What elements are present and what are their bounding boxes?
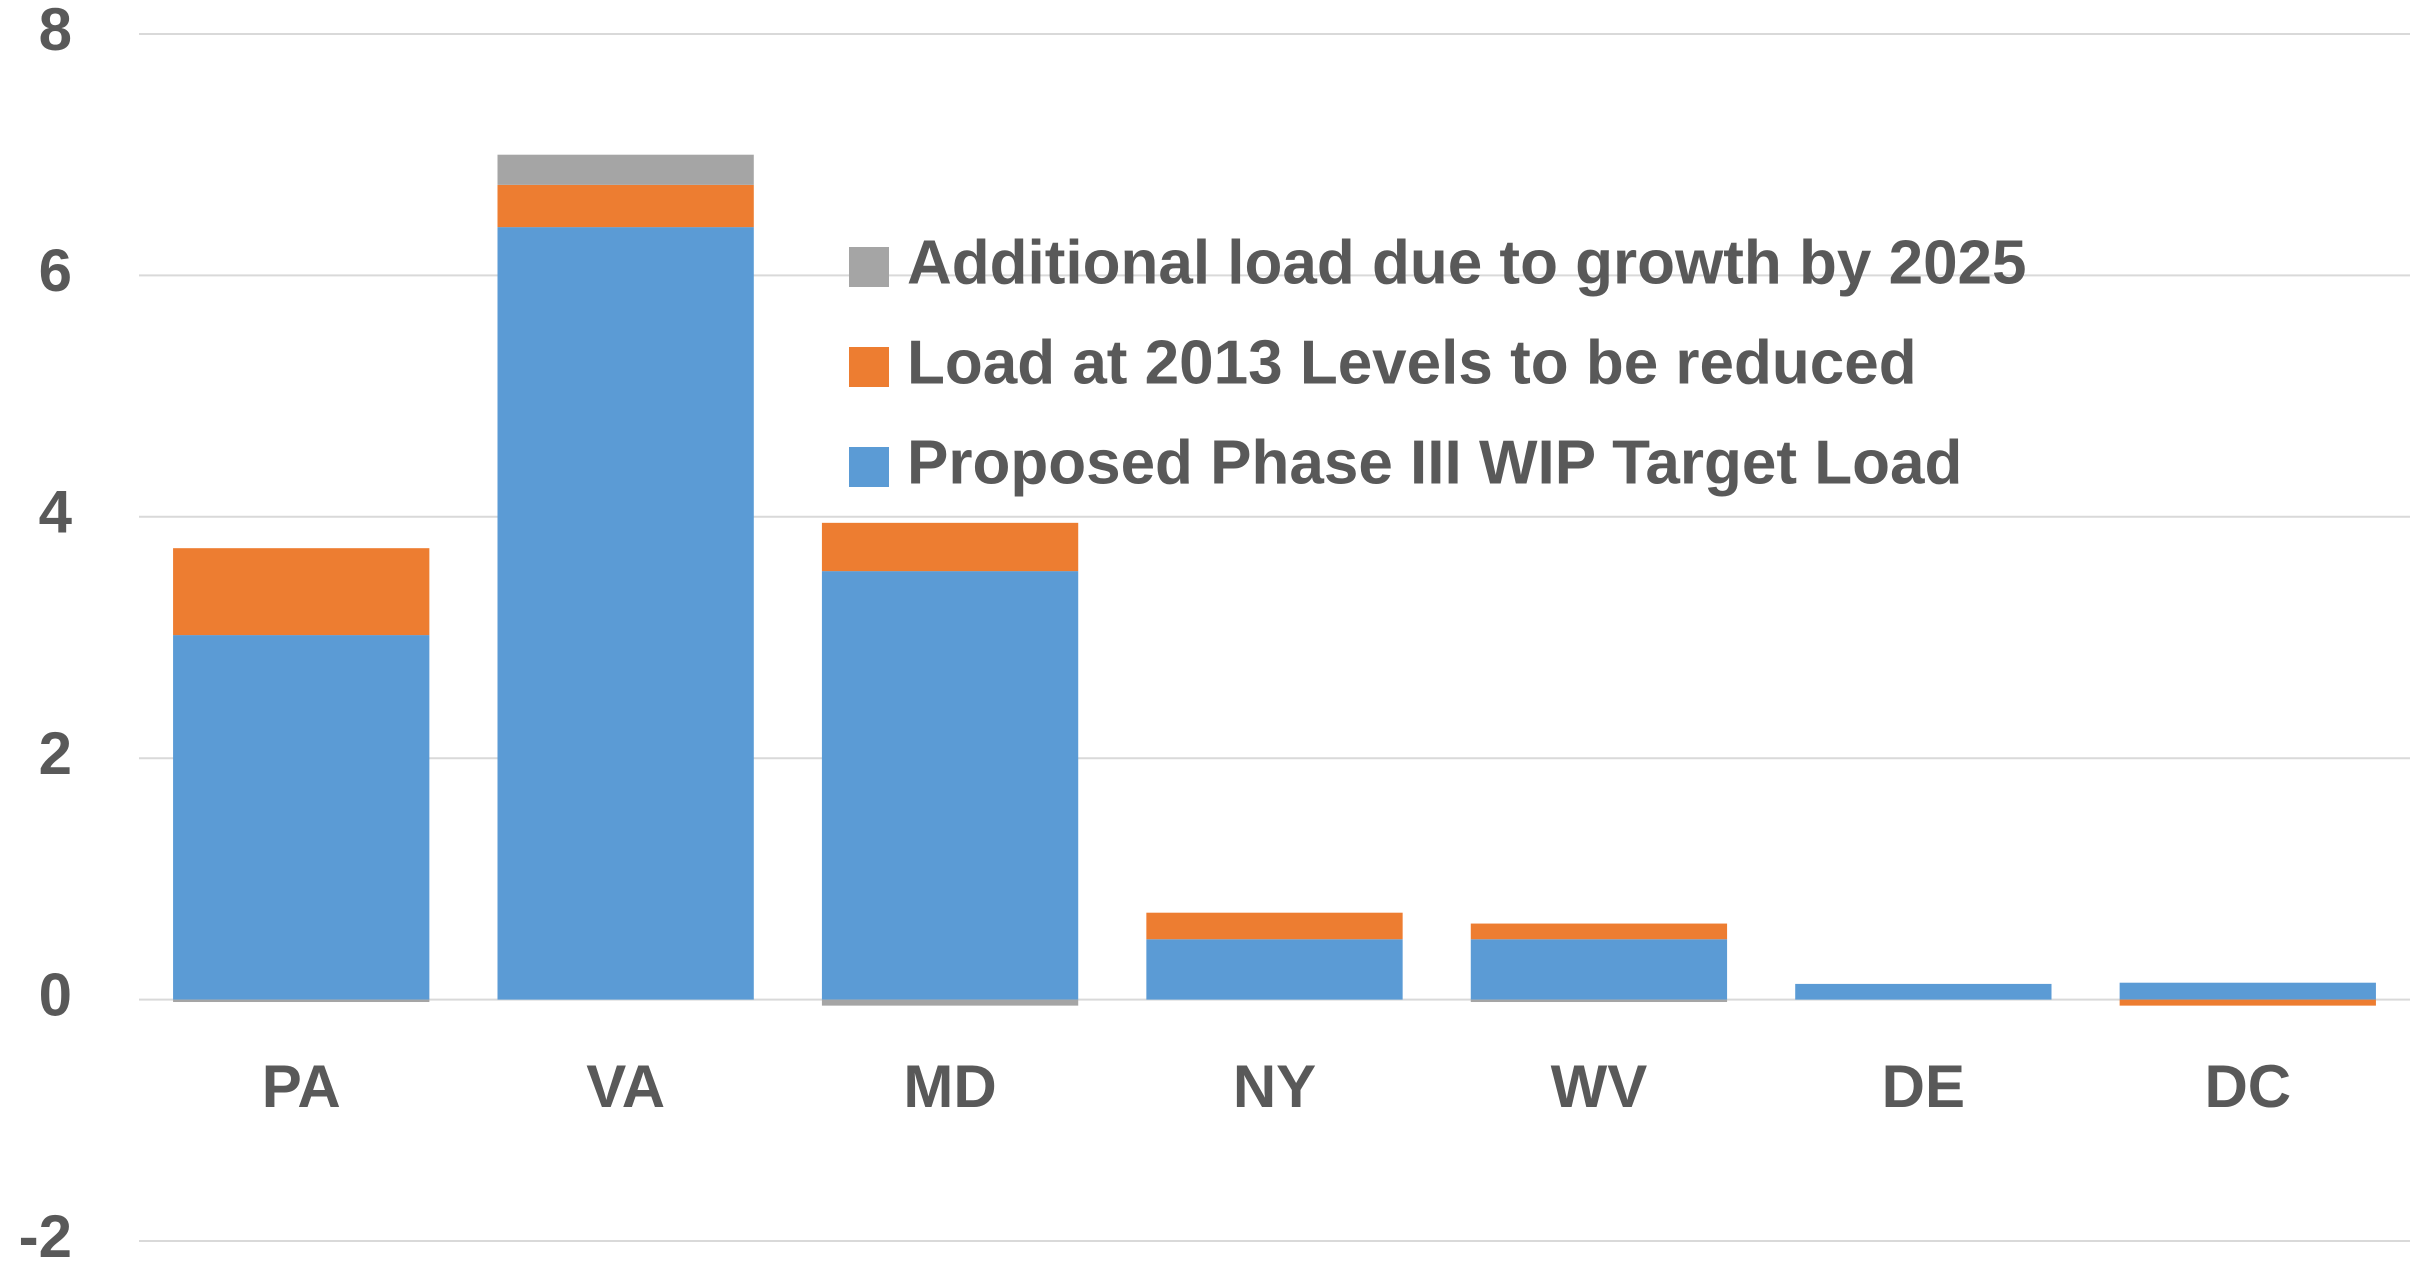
- y-tick-label: 2: [39, 720, 72, 787]
- legend-swatch: [849, 347, 889, 387]
- legend-label: Proposed Phase III WIP Target Load: [907, 428, 1962, 497]
- x-tick-label: PA: [262, 1053, 341, 1120]
- bar-segment: [1146, 912, 1403, 940]
- bar-segment: [821, 571, 1079, 1000]
- bar-segment: [173, 548, 430, 636]
- bar-segment: [173, 635, 430, 1000]
- x-tick-label: MD: [903, 1053, 996, 1120]
- bar-segment: [2119, 982, 2376, 1000]
- x-tick-label: DC: [2204, 1053, 2291, 1120]
- bar-segment: [173, 999, 430, 1003]
- bar-segment: [821, 522, 1079, 572]
- bar-segment: [2119, 999, 2376, 1006]
- bar-segment: [1795, 983, 2052, 1000]
- y-tick-label: 6: [39, 237, 72, 304]
- bar-segment: [497, 184, 754, 228]
- bar-segment: [497, 227, 754, 1000]
- bar-segment: [497, 154, 754, 185]
- bar-segment: [1146, 939, 1403, 1000]
- y-tick-label: 4: [39, 479, 73, 546]
- legend-swatch: [849, 247, 889, 287]
- y-tick-label: -2: [19, 1203, 72, 1265]
- x-tick-label: NY: [1233, 1053, 1316, 1120]
- bar-segment: [1470, 999, 1728, 1003]
- legend-label: Additional load due to growth by 2025: [907, 228, 2027, 297]
- x-tick-label: DE: [1882, 1053, 1965, 1120]
- y-tick-label: 0: [39, 961, 72, 1028]
- legend-label: Load at 2013 Levels to be reduced: [907, 328, 1917, 397]
- bar-segment: [1470, 939, 1728, 1000]
- x-tick-label: WV: [1551, 1053, 1648, 1120]
- legend-swatch: [849, 447, 889, 487]
- y-tick-label: 8: [39, 0, 72, 63]
- bar-segment: [821, 999, 1079, 1006]
- x-tick-label: VA: [586, 1053, 665, 1120]
- bar-segment: [1470, 923, 1728, 940]
